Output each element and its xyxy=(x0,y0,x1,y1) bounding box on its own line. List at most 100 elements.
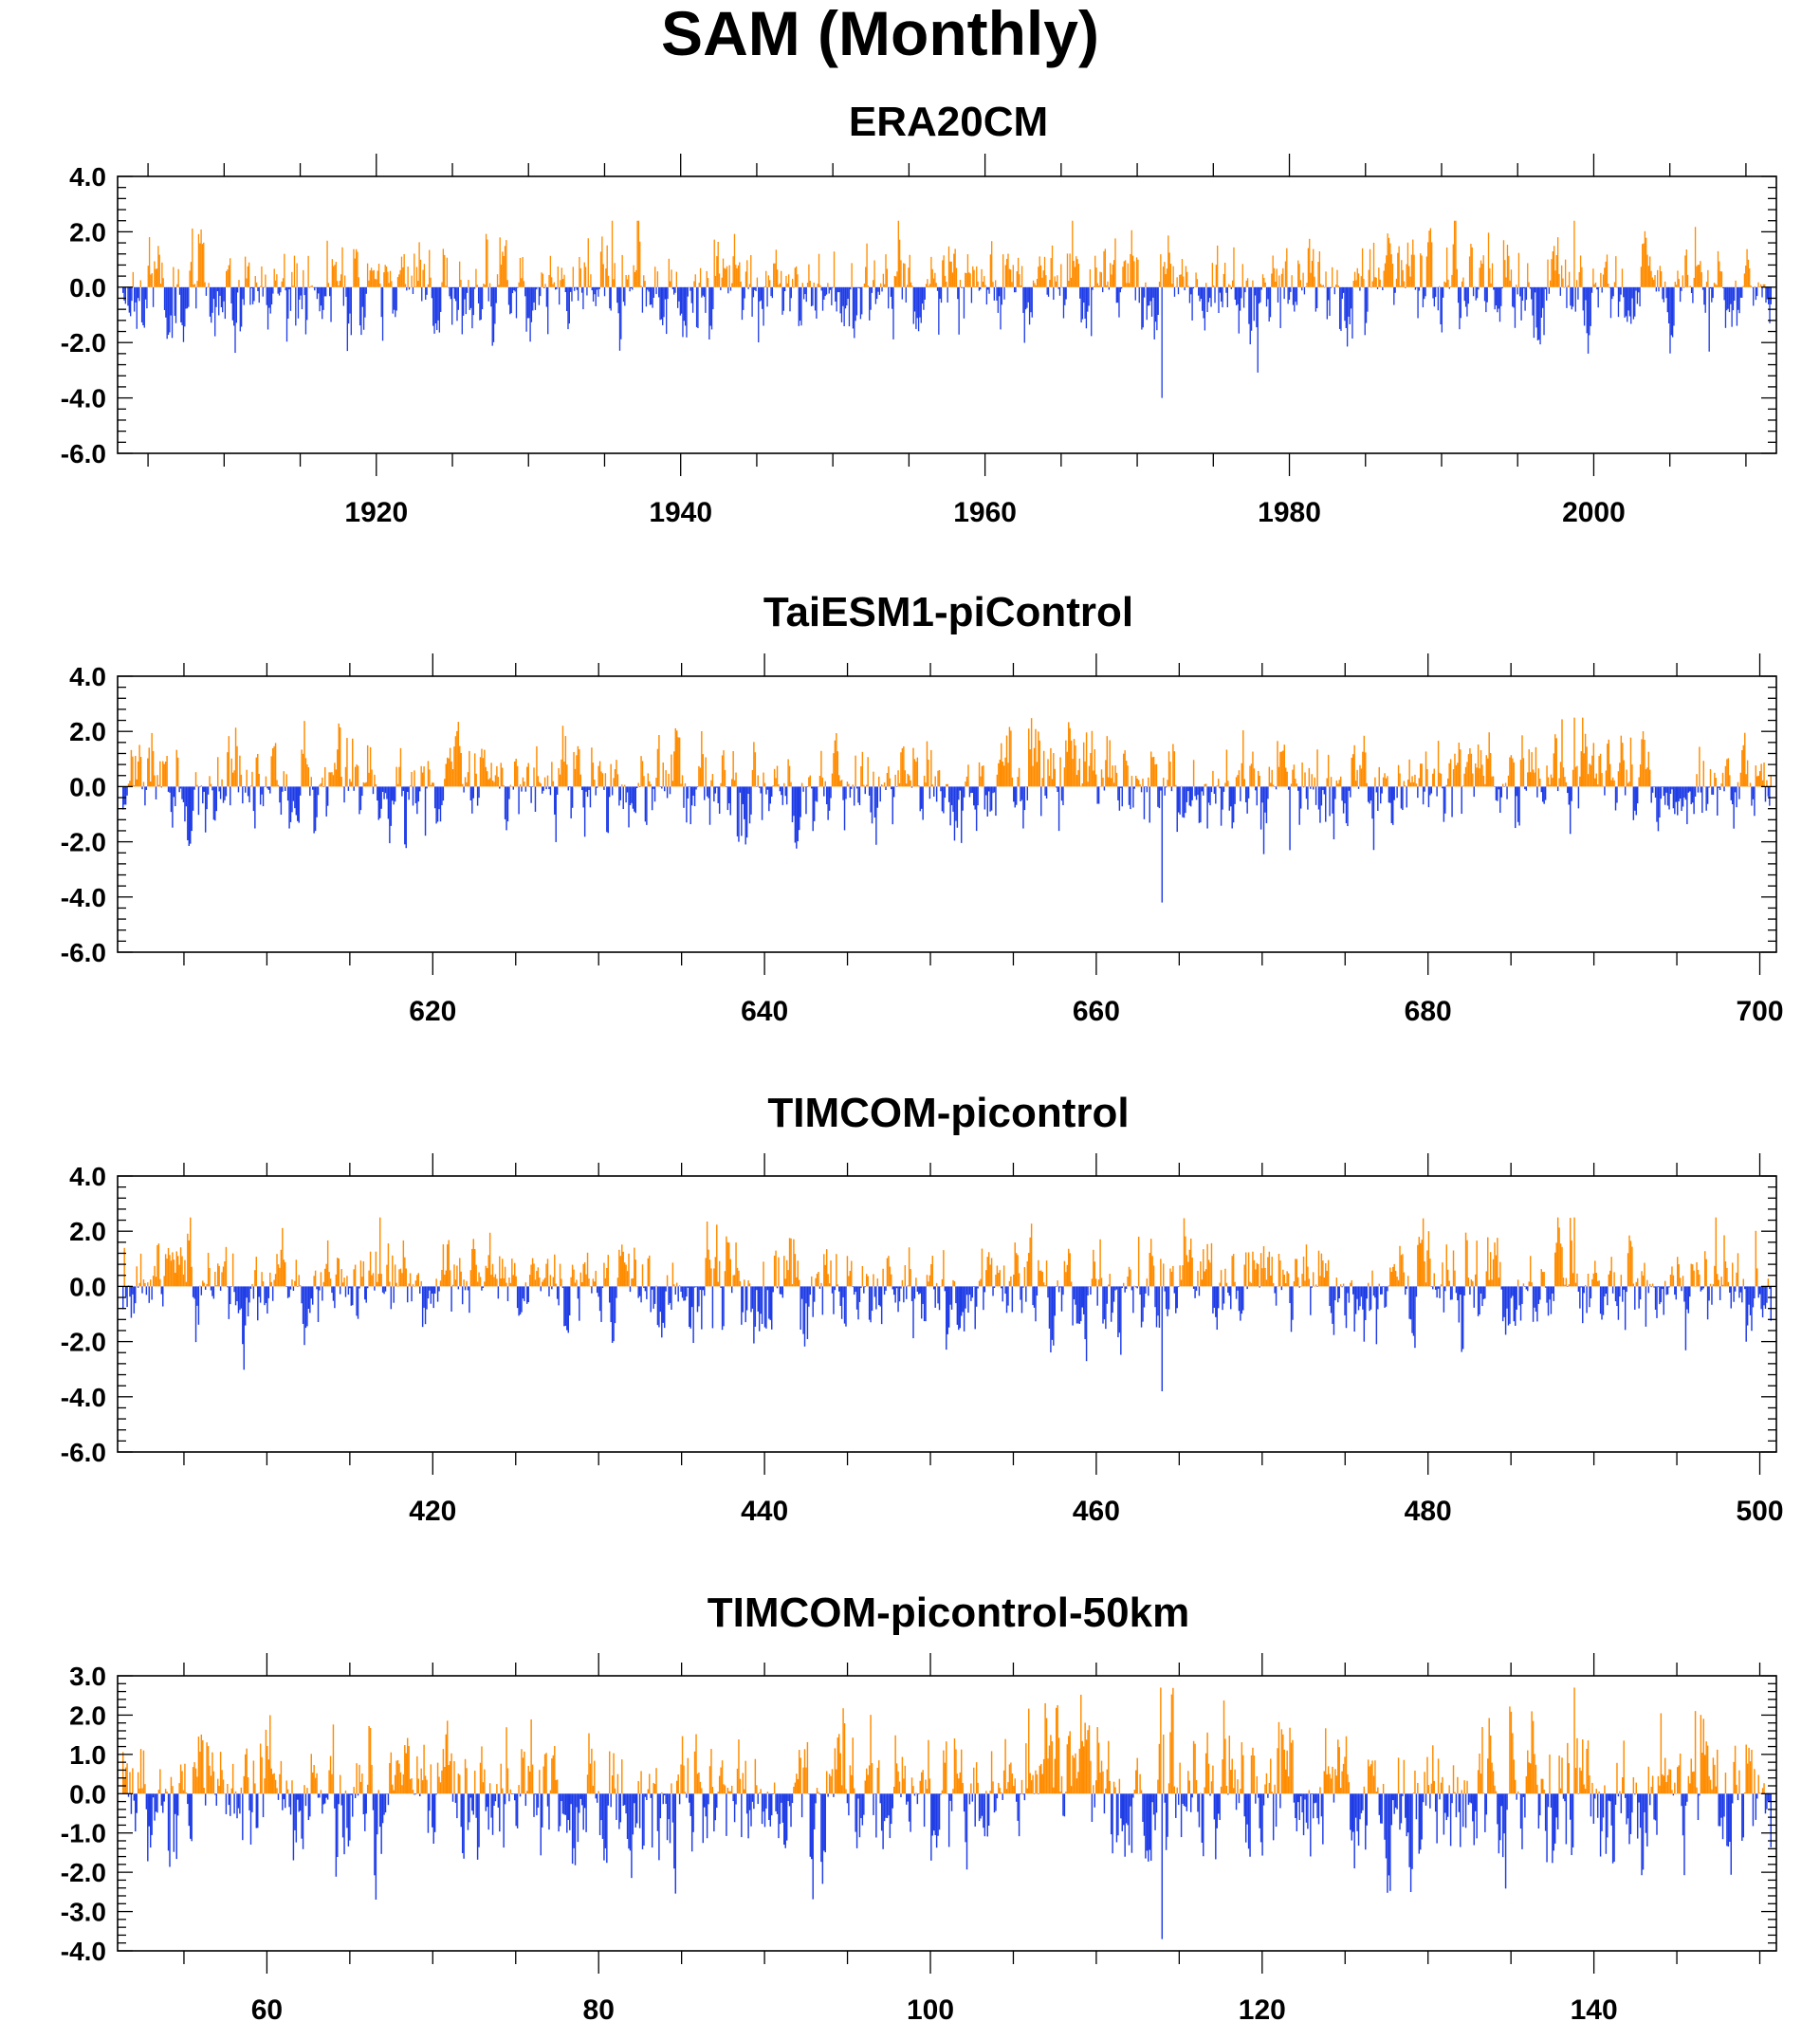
negative-bar xyxy=(178,786,180,793)
positive-bar xyxy=(1476,767,1478,787)
positive-bar xyxy=(1481,264,1483,287)
positive-bar xyxy=(1574,1282,1577,1287)
positive-bar xyxy=(1529,772,1532,787)
negative-bar xyxy=(863,1793,865,1815)
negative-bar xyxy=(806,786,809,788)
positive-bar xyxy=(351,286,354,288)
positive-bar xyxy=(1363,1786,1366,1794)
positive-bar xyxy=(1697,1269,1700,1287)
positive-bar xyxy=(1467,754,1470,787)
negative-bar xyxy=(1261,786,1263,803)
negative-bar xyxy=(941,786,944,812)
negative-bar xyxy=(1290,286,1292,292)
positive-bar xyxy=(332,1724,335,1794)
positive-bar xyxy=(1562,278,1564,287)
positive-bar xyxy=(1243,1264,1245,1287)
negative-bar xyxy=(136,286,138,329)
positive-bar xyxy=(635,269,637,287)
positive-bar xyxy=(1124,260,1127,287)
negative-bar xyxy=(573,1793,575,1848)
positive-bar xyxy=(203,1282,205,1287)
negative-bar xyxy=(720,286,722,291)
positive-bar xyxy=(1442,1776,1443,1794)
positive-bar xyxy=(673,751,675,787)
positive-bar xyxy=(1008,1764,1011,1794)
negative-bar xyxy=(1376,286,1379,289)
positive-bar xyxy=(1443,281,1445,287)
positive-bar xyxy=(527,1765,529,1794)
negative-bar xyxy=(1187,786,1189,792)
positive-bar xyxy=(1035,1770,1037,1794)
negative-bar xyxy=(1188,786,1190,806)
negative-bar xyxy=(564,1793,567,1815)
negative-bar xyxy=(1289,1286,1291,1303)
positive-bar xyxy=(980,776,982,787)
positive-bar xyxy=(461,783,464,787)
positive-bar xyxy=(1290,783,1293,787)
positive-bar xyxy=(1573,220,1575,287)
positive-bar xyxy=(350,781,353,787)
positive-bar xyxy=(564,736,567,787)
negative-bar xyxy=(797,786,799,841)
negative-bar xyxy=(790,286,792,299)
negative-bar xyxy=(282,1793,284,1810)
positive-bar xyxy=(442,248,445,287)
positive-bar xyxy=(1581,266,1583,287)
positive-bar xyxy=(1217,779,1220,787)
positive-bar xyxy=(502,251,504,287)
negative-bar xyxy=(791,786,794,823)
positive-bar xyxy=(552,781,555,787)
negative-bar xyxy=(1580,1286,1583,1288)
negative-bar xyxy=(1312,1793,1314,1819)
positive-bar xyxy=(1197,1270,1199,1287)
positive-bar xyxy=(733,233,736,287)
negative-bar xyxy=(534,1793,537,1795)
positive-bar xyxy=(261,1756,263,1794)
positive-bar xyxy=(1351,757,1353,787)
positive-bar xyxy=(1405,785,1406,787)
positive-bar xyxy=(1495,1255,1498,1287)
negative-bar xyxy=(1316,1793,1318,1819)
positive-bar xyxy=(647,773,650,787)
negative-bar xyxy=(1047,286,1050,297)
positive-bar xyxy=(151,273,153,287)
positive-bar xyxy=(925,1779,927,1794)
negative-bar xyxy=(262,1793,265,1818)
negative-bar xyxy=(1539,286,1541,345)
negative-bar xyxy=(975,786,978,832)
positive-bar xyxy=(1356,769,1358,787)
negative-bar xyxy=(938,286,940,335)
positive-bar xyxy=(1644,739,1645,787)
negative-bar xyxy=(834,1286,836,1291)
negative-bar xyxy=(304,286,307,335)
negative-bar xyxy=(350,1286,353,1306)
negative-bar xyxy=(1158,786,1161,809)
positive-bar xyxy=(1152,1265,1155,1287)
positive-bar xyxy=(1070,1786,1073,1794)
negative-bar xyxy=(975,1286,978,1307)
positive-bar xyxy=(1108,1284,1110,1287)
positive-bar xyxy=(501,1259,504,1287)
positive-bar xyxy=(1137,780,1140,787)
positive-bar xyxy=(478,1272,480,1287)
negative-bar xyxy=(1314,286,1317,312)
positive-bar xyxy=(464,777,467,787)
negative-bar xyxy=(650,1793,652,1798)
negative-bar xyxy=(1222,786,1223,810)
negative-bar xyxy=(1418,286,1421,291)
positive-bar xyxy=(1308,1790,1311,1794)
positive-bar xyxy=(661,1792,663,1794)
positive-bar xyxy=(151,732,153,787)
negative-bar xyxy=(466,286,469,293)
negative-bar xyxy=(1730,286,1732,304)
negative-bar xyxy=(1165,1793,1167,1850)
negative-bar xyxy=(1031,286,1033,318)
negative-bar xyxy=(1122,1793,1125,1826)
positive-bar xyxy=(1075,775,1078,787)
negative-bar xyxy=(1518,1286,1520,1306)
negative-bar xyxy=(1230,1286,1232,1310)
negative-bar xyxy=(1357,1793,1360,1847)
positive-bar xyxy=(1609,763,1611,787)
negative-bar xyxy=(1235,1793,1238,1810)
negative-bar xyxy=(331,1286,333,1294)
